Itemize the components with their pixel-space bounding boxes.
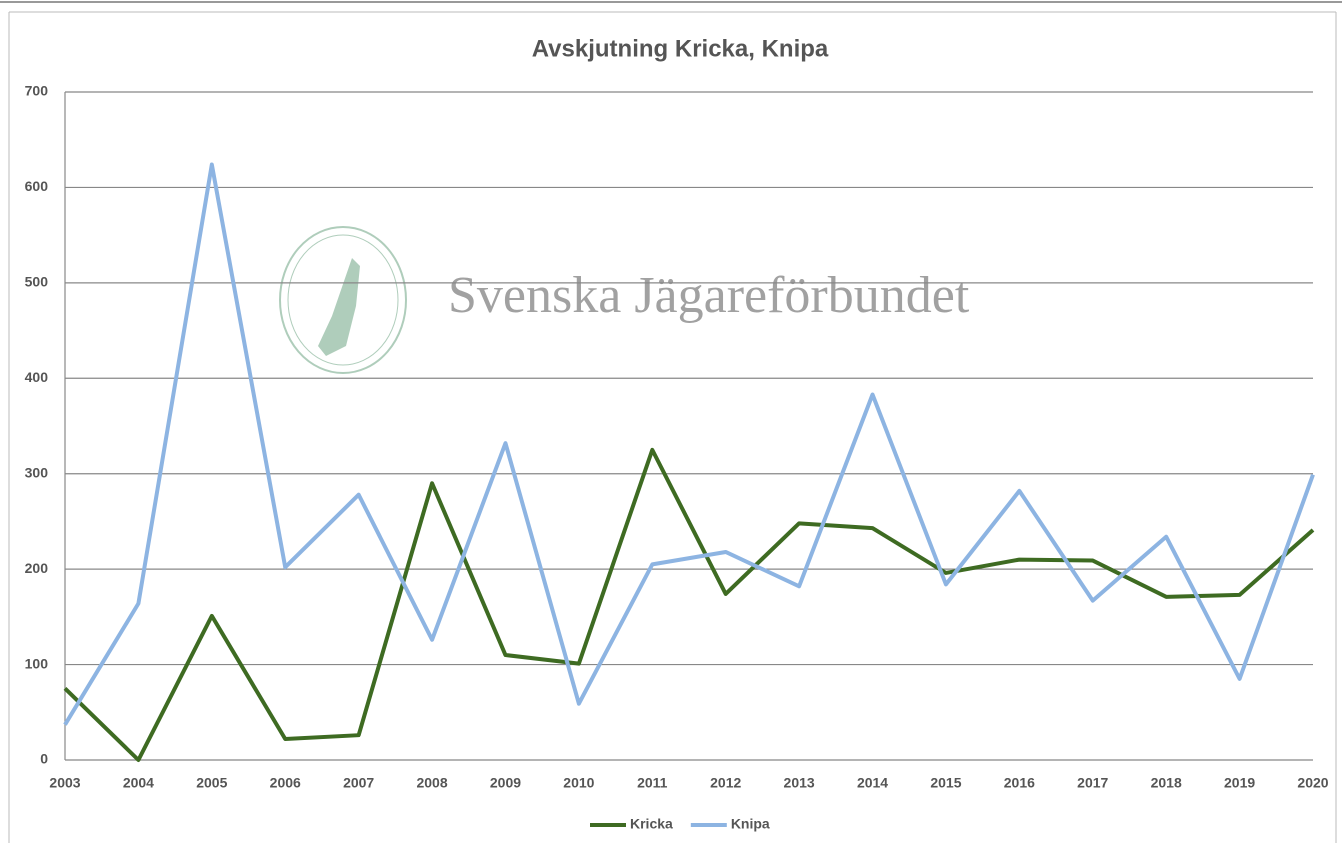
x-tick-label: 2010 xyxy=(563,775,594,791)
x-tick-label: 2011 xyxy=(637,775,668,791)
logo xyxy=(279,226,407,374)
x-tick-label: 2003 xyxy=(49,775,80,791)
y-tick-label: 100 xyxy=(25,655,49,671)
legend-label: Kricka xyxy=(630,816,673,832)
x-tick-label: 2017 xyxy=(1077,775,1108,791)
x-tick-label: 2019 xyxy=(1224,775,1255,791)
series-line xyxy=(63,162,1315,726)
legend-label: Knipa xyxy=(731,816,770,832)
chart-title: Avskjutning Kricka, Knipa xyxy=(532,35,829,62)
y-tick-label: 600 xyxy=(25,178,49,194)
x-tick-label: 2020 xyxy=(1297,775,1328,791)
y-tick-label: 200 xyxy=(25,560,49,576)
x-tick-label: 2009 xyxy=(490,775,521,791)
y-tick-label: 300 xyxy=(25,464,49,480)
x-tick-label: 2016 xyxy=(1004,775,1035,791)
x-tick-label: 2005 xyxy=(196,775,227,791)
series-line xyxy=(63,447,1315,762)
x-tick-label: 2006 xyxy=(270,775,301,791)
x-tick-label: 2004 xyxy=(123,775,154,791)
logo-inner xyxy=(287,234,399,366)
y-tick-label: 400 xyxy=(25,369,49,385)
x-tick-label: 2007 xyxy=(343,775,374,791)
x-tick-label: 2012 xyxy=(710,775,741,791)
watermark-text: Svenska Jägareförbundet xyxy=(448,267,970,324)
y-tick-label: 500 xyxy=(25,274,49,290)
y-tick-label: 700 xyxy=(25,83,49,99)
x-tick-label: 2018 xyxy=(1151,775,1182,791)
x-tick-label: 2014 xyxy=(857,775,888,791)
x-tick-label: 2015 xyxy=(930,775,961,791)
x-tick-label: 2008 xyxy=(416,775,447,791)
y-tick-label: 0 xyxy=(40,751,48,767)
watermark: Svenska Jägareförbundet xyxy=(279,226,970,374)
logo-bird xyxy=(318,258,360,356)
x-tick-label: 2013 xyxy=(784,775,815,791)
